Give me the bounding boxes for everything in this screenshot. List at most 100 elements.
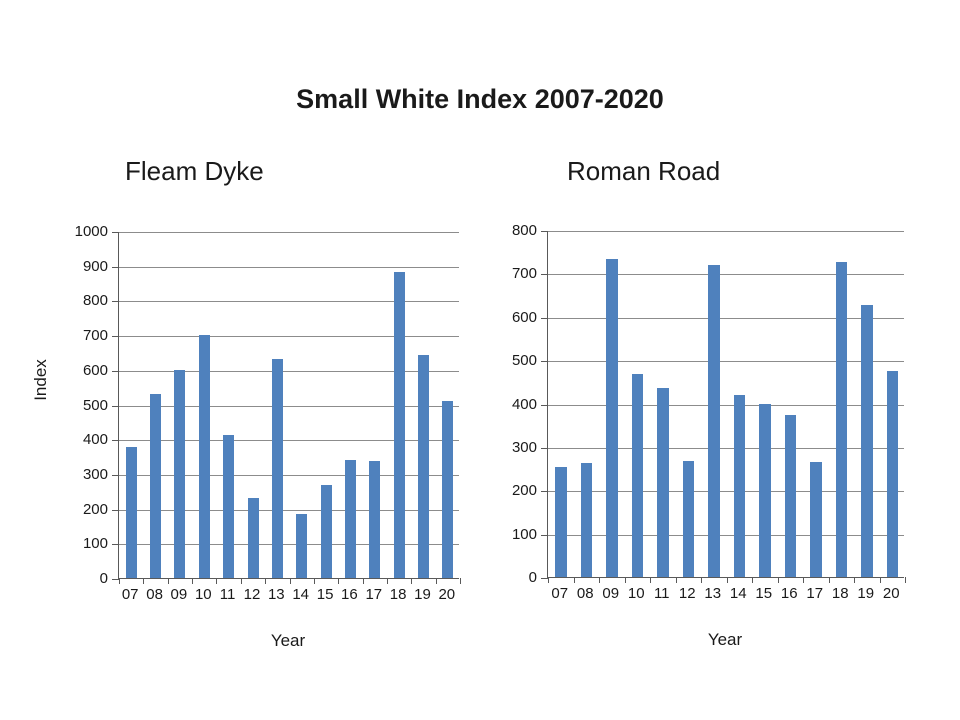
plot-area — [541, 231, 906, 583]
y-tick — [541, 274, 548, 275]
x-tick-label: 10 — [194, 586, 212, 603]
y-tick-label: 800 — [82, 292, 108, 309]
bar-13 — [708, 265, 720, 577]
x-tick — [143, 578, 144, 584]
y-tick — [112, 336, 119, 337]
x-tick — [460, 578, 461, 584]
y-tick-label: 700 — [511, 265, 537, 282]
bar-15 — [759, 403, 771, 577]
x-tick — [625, 577, 626, 583]
bar-07 — [125, 446, 137, 578]
bar-15 — [320, 485, 332, 578]
x-tick — [241, 578, 242, 584]
x-tick-label: 13 — [267, 586, 285, 603]
y-tick — [541, 361, 548, 362]
x-tick-label: 11 — [219, 586, 236, 603]
x-tick — [436, 578, 437, 584]
x-tick-label: 14 — [729, 585, 747, 602]
x-tick — [363, 578, 364, 584]
x-tick-label: 14 — [292, 586, 310, 603]
x-tick-label: 18 — [389, 586, 407, 603]
y-tick-label: 600 — [511, 309, 537, 326]
x-tick-label: 10 — [627, 585, 645, 602]
x-tick — [599, 577, 600, 583]
y-tick — [541, 491, 548, 492]
plot-area — [112, 232, 461, 584]
y-axis-title: Index — [31, 359, 50, 401]
bar-11 — [657, 387, 669, 577]
bar-08 — [580, 463, 592, 577]
bar-20 — [442, 401, 454, 578]
bar-14 — [733, 394, 745, 577]
x-axis-title: Year — [270, 631, 306, 650]
page-title: Small White Index 2007-2020 — [296, 84, 664, 114]
chart-title-roman-road: Roman Road — [567, 156, 721, 186]
x-tick — [265, 578, 266, 584]
y-tick-label: 0 — [99, 570, 108, 587]
bar-11 — [223, 435, 235, 578]
x-tick — [727, 577, 728, 583]
gridline — [119, 406, 459, 407]
y-tick-label: 800 — [511, 222, 537, 239]
y-tick-label: 100 — [82, 535, 108, 552]
y-tick-label: 700 — [82, 327, 108, 344]
gridline — [119, 440, 459, 441]
bar-18 — [835, 261, 847, 577]
y-tick-label: 600 — [82, 362, 108, 379]
x-tick — [803, 577, 804, 583]
x-tick — [119, 578, 120, 584]
gridline — [119, 510, 459, 511]
y-tick — [112, 579, 119, 580]
bar-07 — [555, 467, 567, 577]
x-tick-label: 12 — [678, 585, 696, 602]
x-tick — [411, 578, 412, 584]
x-tick-label: 11 — [653, 585, 670, 602]
x-tick — [778, 577, 779, 583]
x-tick-label: 16 — [780, 585, 798, 602]
y-tick-label: 200 — [511, 482, 537, 499]
y-tick — [541, 578, 548, 579]
y-tick — [112, 406, 119, 407]
y-tick-label: 400 — [511, 396, 537, 413]
x-tick-label: 09 — [170, 586, 188, 603]
y-tick — [112, 510, 119, 511]
gridline — [548, 231, 904, 232]
y-tick — [541, 405, 548, 406]
x-tick-label: 07 — [551, 585, 569, 602]
x-tick — [880, 577, 881, 583]
x-tick-label: 20 — [882, 585, 900, 602]
y-tick — [541, 231, 548, 232]
bar-13 — [271, 359, 283, 578]
y-axis-labels: 0 100 200 300 400 500 600 700 800 900 1000 — [40, 223, 108, 587]
y-tick-label: 400 — [82, 431, 108, 448]
x-tick-label: 12 — [243, 586, 261, 603]
y-tick — [541, 448, 548, 449]
x-tick — [676, 577, 677, 583]
gridline — [119, 371, 459, 372]
bar-14 — [296, 513, 308, 578]
x-tick — [650, 577, 651, 583]
bar-17 — [369, 461, 381, 578]
bar-19 — [418, 355, 429, 578]
gridline — [548, 318, 904, 319]
y-tick — [112, 544, 119, 545]
gridline — [119, 475, 459, 476]
x-tick-label: 18 — [831, 585, 849, 602]
x-axis-title: Year — [707, 630, 743, 649]
y-tick — [112, 232, 119, 233]
y-axis-labels: 0 100 200 300 400 500 600 700 800 — [469, 222, 537, 586]
x-tick-label: 19 — [414, 586, 431, 603]
gridline — [119, 544, 459, 545]
x-axis-labels: 07 08 09 10 11 12 13 14 15 16 17 18 19 20 — [118, 586, 458, 606]
bar-10 — [198, 335, 210, 578]
gridline — [548, 448, 904, 449]
x-tick — [192, 578, 193, 584]
gridline — [548, 405, 904, 406]
gridline — [119, 267, 459, 268]
y-tick — [112, 301, 119, 302]
y-tick — [541, 535, 548, 536]
chart-title-fleam-dyke: Fleam Dyke — [125, 156, 264, 186]
x-tick — [905, 577, 906, 583]
y-tick-label: 300 — [82, 466, 108, 483]
